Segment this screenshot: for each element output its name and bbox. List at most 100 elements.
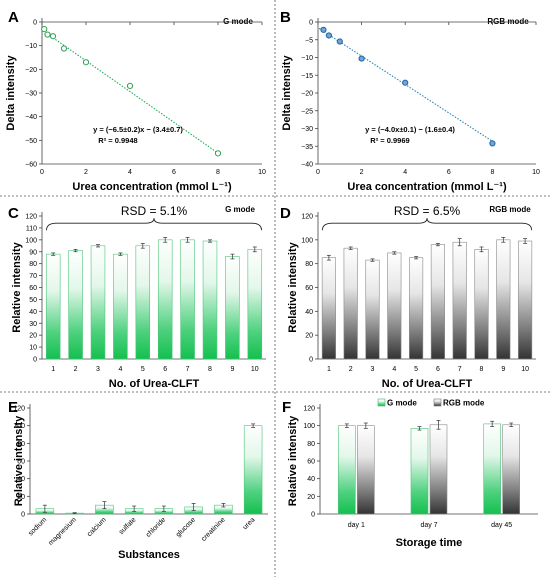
y-tick-label: 60 [305, 285, 313, 292]
y-tick-label: −25 [301, 108, 313, 115]
x-axis-title: No. of Urea-CLFT [382, 378, 473, 390]
bar-6 [430, 244, 445, 360]
y-tick-label: 120 [13, 406, 25, 413]
x-tick-label: sulfate [118, 516, 138, 536]
x-tick-label: 6 [447, 169, 451, 176]
y-tick-label: 0 [21, 512, 25, 519]
y-tick-label: −15 [301, 73, 313, 80]
y-tick-label: 120 [25, 214, 37, 221]
bar-green-day-45 [483, 423, 501, 515]
x-tick-label: day 7 [420, 522, 437, 529]
x-tick-label: day 1 [348, 522, 365, 529]
y-tick-label: 0 [309, 357, 313, 364]
x-tick-label: 4 [128, 169, 132, 176]
x-tick-label: 10 [258, 169, 266, 176]
bar-3 [365, 259, 380, 360]
bar-gray-day-1 [357, 425, 375, 515]
y-tick-label: 0 [33, 20, 37, 27]
legend-label: G mode [387, 399, 417, 408]
x-axis-title: Urea concentration (mmol L⁻¹) [72, 181, 232, 193]
y-tick-label: 0 [33, 357, 37, 364]
x-axis-title: Substances [118, 549, 180, 561]
x-axis-title: Storage time [396, 537, 463, 549]
panel-label: A [8, 9, 19, 26]
data-point-7 [214, 150, 222, 157]
x-axis-title: No. of Urea-CLFT [109, 378, 200, 390]
y-tick-label: 30 [29, 321, 37, 328]
bar-5 [135, 245, 151, 360]
y-tick-label: −10 [301, 55, 313, 62]
x-tick-label: 8 [216, 169, 220, 176]
x-tick-label: 8 [208, 366, 212, 373]
x-tick-label: 0 [316, 169, 320, 176]
y-tick-label: −20 [301, 91, 313, 98]
x-tick-label: 2 [349, 366, 353, 373]
fit-line [42, 30, 221, 156]
y-tick-label: 60 [17, 459, 25, 466]
data-point-2 [44, 31, 51, 38]
data-point-6 [126, 82, 134, 90]
y-tick-label: 80 [17, 441, 25, 448]
bar-7 [180, 239, 195, 360]
y-axis-title: Delta intensity [5, 55, 17, 131]
legend-swatch [433, 398, 442, 407]
x-tick-label: sodium [27, 516, 48, 537]
x-tick-label: 3 [371, 366, 375, 373]
rsd-brace [46, 218, 262, 231]
y-tick-label: 80 [305, 261, 313, 268]
y-tick-label: 0 [311, 512, 315, 519]
bar-7 [452, 241, 467, 360]
bar-10 [518, 240, 533, 360]
bar-8 [202, 240, 218, 360]
y-tick-label: −35 [301, 144, 313, 151]
x-tick-label: 8 [480, 366, 484, 373]
bar-5 [409, 257, 424, 360]
y-axis-title: Relative intensity [287, 415, 299, 506]
chart-e: E 0 20 40 60 80 100 120 Relative intensity Substa… [8, 399, 268, 561]
x-tick-label: 0 [40, 169, 44, 176]
x-tick-label: 2 [84, 169, 88, 176]
y-tick-label: 40 [305, 309, 313, 316]
x-tick-label: 1 [327, 366, 331, 373]
x-tick-label: 4 [403, 169, 407, 176]
panel-label: D [280, 205, 291, 222]
bar-10 [247, 249, 263, 360]
data-point-6 [489, 140, 496, 147]
rsd-brace [321, 218, 533, 231]
chart-d: D RGB mode 0 20 40 60 80 100 120 Relative intensi… [280, 204, 536, 390]
bar-4 [113, 253, 128, 360]
x-tick-label: 4 [118, 366, 122, 373]
panel-label: B [280, 9, 291, 26]
bar-4 [387, 252, 402, 360]
x-tick-label: 1 [51, 366, 55, 373]
panel-label: C [8, 205, 19, 222]
x-tick-label: 6 [436, 366, 440, 373]
bar-urea [243, 425, 263, 515]
y-tick-label: −30 [301, 126, 313, 133]
rsd-annotation: RSD = 6.5% [394, 204, 461, 218]
y-tick-label: 100 [303, 423, 315, 430]
chart-a: A G mode −60 −50 −40 −30 −20 −10 0 Delta intensit… [5, 9, 266, 193]
bar-9 [496, 239, 511, 360]
y-tick-label: 100 [25, 237, 37, 244]
bar-gray-day-7 [429, 424, 448, 515]
data-point-5 [82, 59, 90, 66]
data-point-5 [402, 79, 409, 86]
y-tick-label: 50 [29, 297, 37, 304]
y-tick-label: −20 [25, 67, 37, 74]
x-tick-label: calcium [86, 516, 108, 538]
y-tick-label: 60 [307, 459, 315, 466]
fit-equation: y = (−6.5±0.2)x − (3.4±0.7) [93, 125, 183, 134]
bar-2 [343, 247, 358, 360]
bar-6 [157, 239, 173, 360]
panel-label: F [282, 399, 291, 416]
y-tick-label: 110 [26, 225, 37, 232]
y-tick-label: 20 [29, 333, 37, 340]
y-tick-label: 0 [309, 20, 313, 27]
bar-1 [321, 257, 336, 360]
y-tick-label: 90 [29, 249, 37, 256]
y-tick-label: 10 [29, 345, 37, 352]
x-tick-label: creatinine [200, 516, 226, 542]
